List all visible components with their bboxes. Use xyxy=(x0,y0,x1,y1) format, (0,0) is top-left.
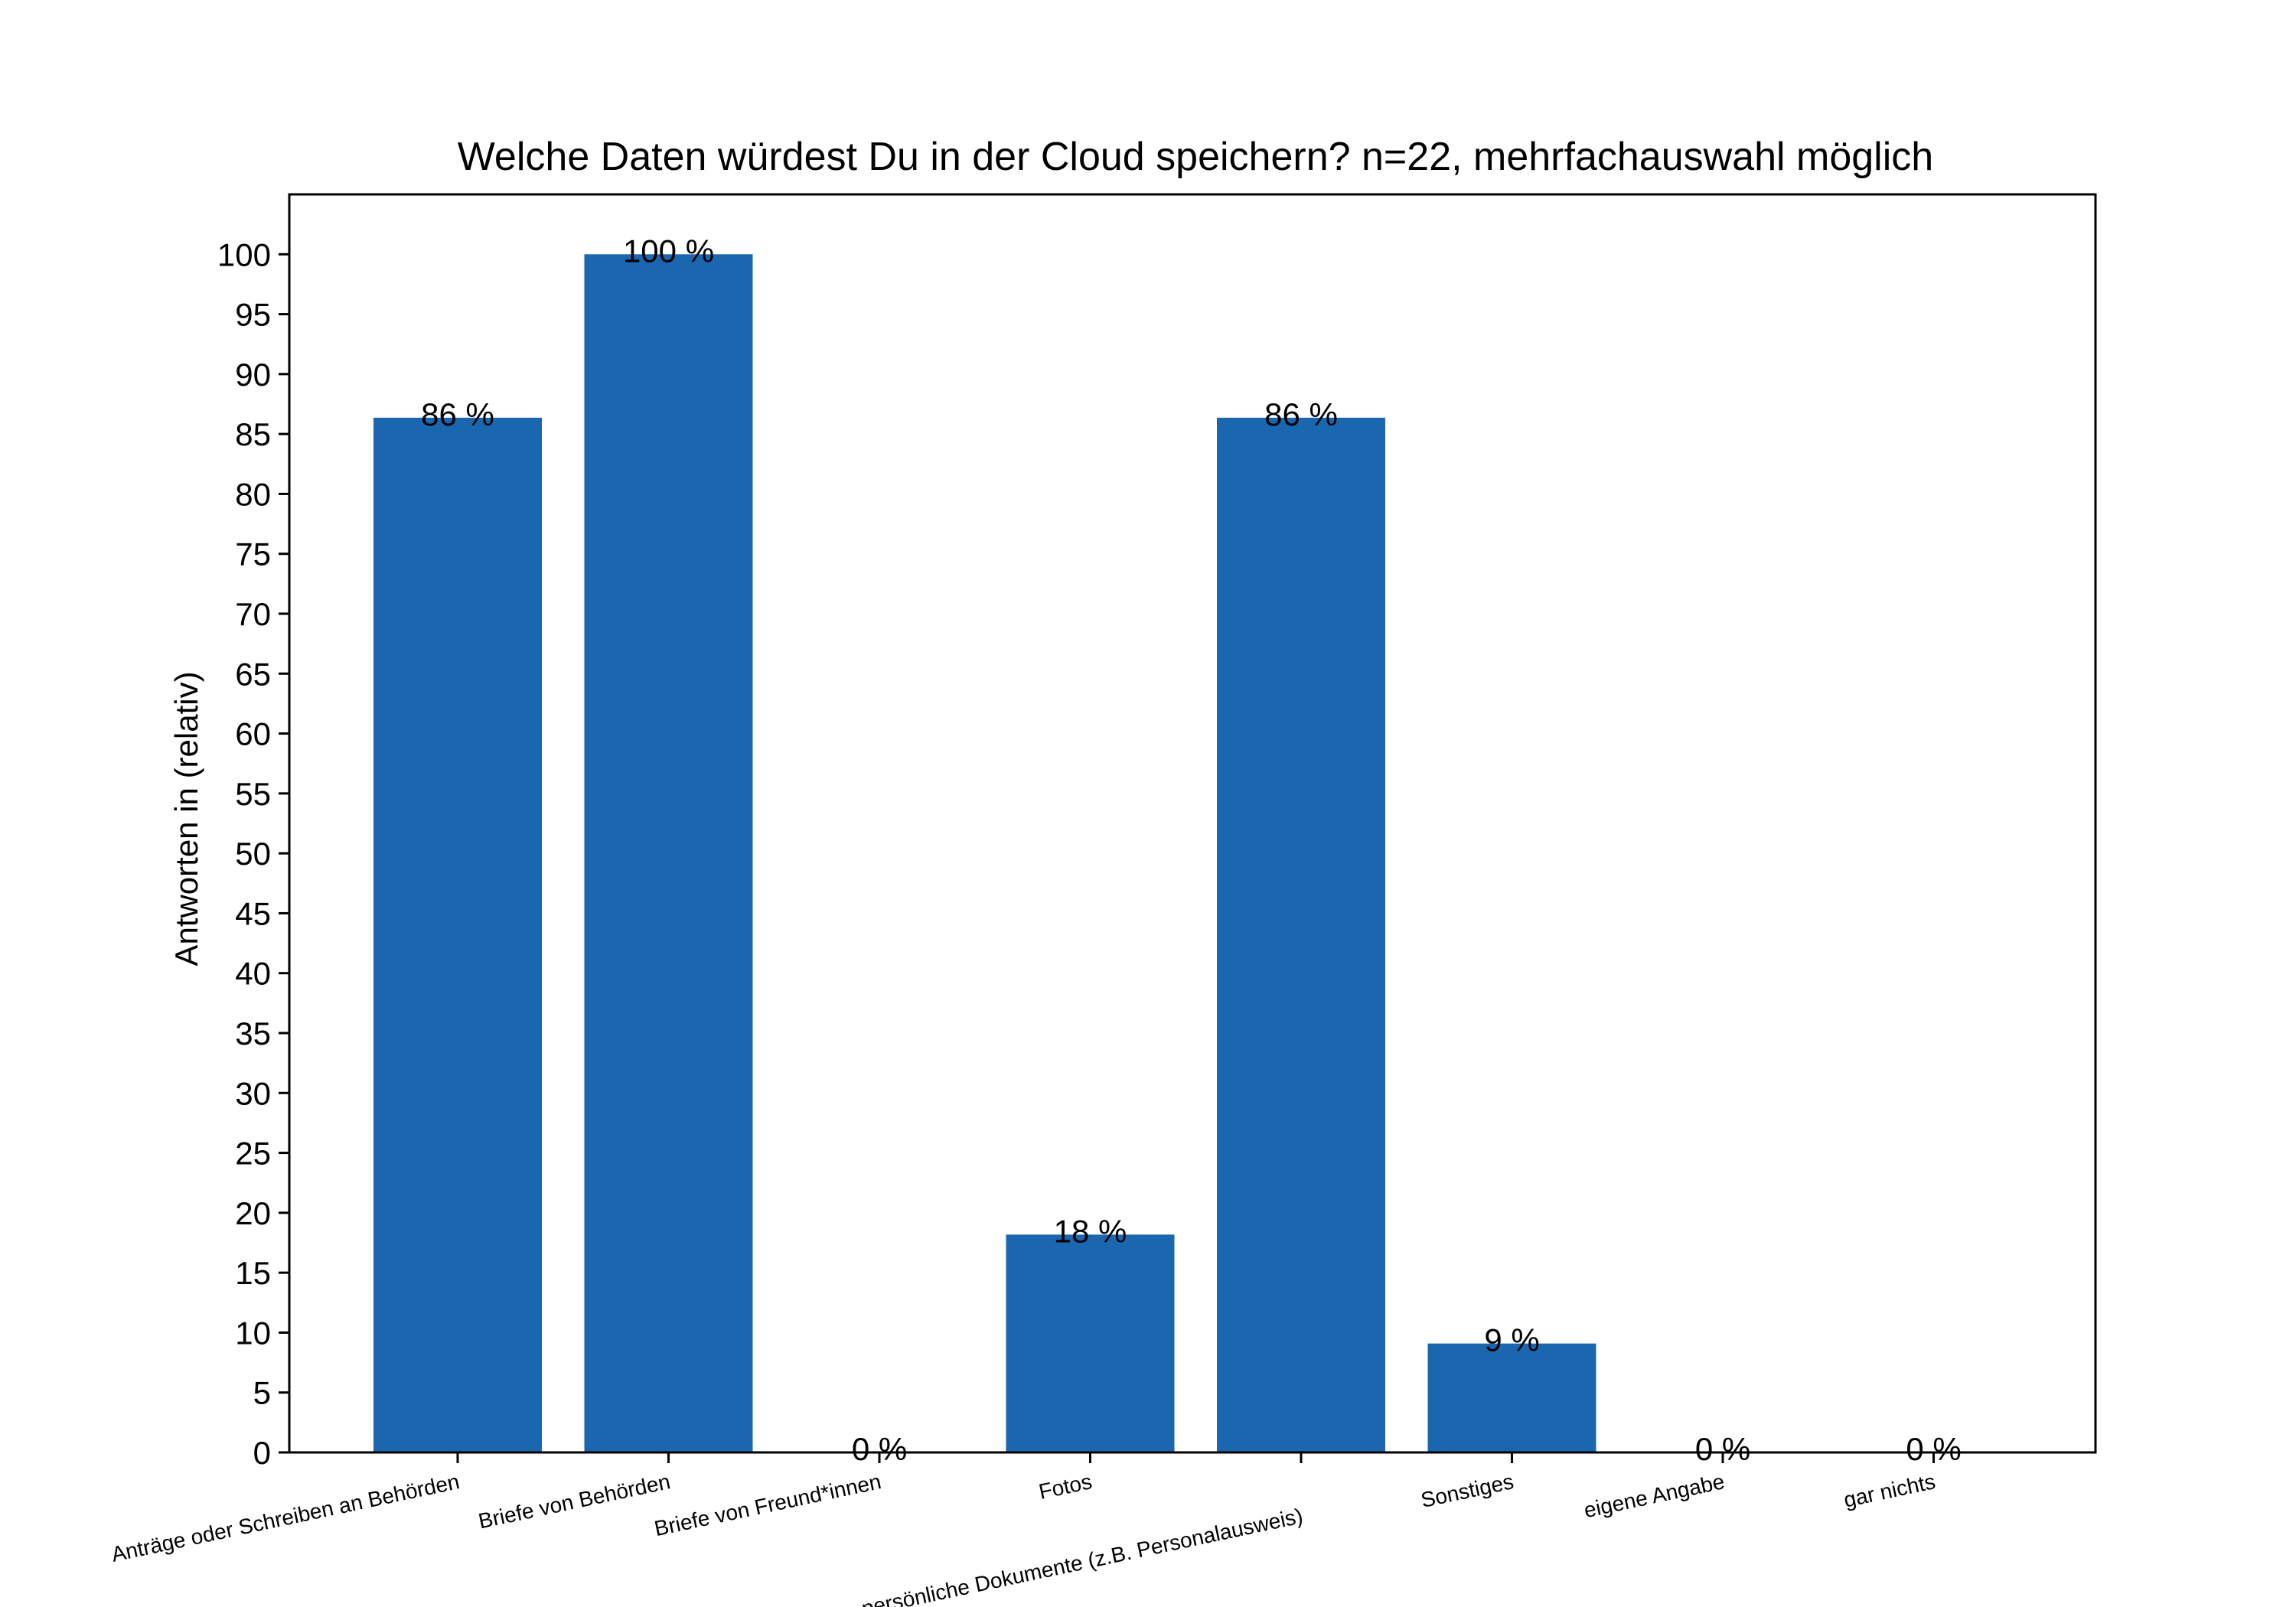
y-axis: 0 5 10 15 20 25 30 35 40 45 50 55 60 65 70 75 80 85 90 95 10… xyxy=(217,236,289,1471)
y-tick-label: 15 xyxy=(235,1255,271,1291)
y-tick-label: 45 xyxy=(235,895,271,931)
y-tick-label: 5 xyxy=(253,1375,271,1411)
y-tick-label: 20 xyxy=(235,1195,271,1231)
bar-value-label: 100 % xyxy=(623,233,714,269)
bar xyxy=(584,254,753,1453)
y-tick-label: 95 xyxy=(235,297,271,333)
y-tick-label: 10 xyxy=(235,1315,271,1351)
y-tick-label: 25 xyxy=(235,1136,271,1172)
y-tick-label: 90 xyxy=(235,357,271,393)
y-tick-label: 75 xyxy=(235,536,271,572)
y-tick-label: 85 xyxy=(235,416,271,452)
bar xyxy=(1006,1234,1175,1452)
y-tick-label: 30 xyxy=(235,1075,271,1111)
plot-frame xyxy=(288,193,2097,1454)
bar xyxy=(373,417,542,1452)
y-tick-label: 100 xyxy=(217,236,271,272)
y-tick-label: 55 xyxy=(235,776,271,812)
bar xyxy=(1217,417,1385,1452)
bars xyxy=(373,254,1596,1453)
y-tick-label: 65 xyxy=(235,656,271,692)
bar xyxy=(1427,1343,1596,1452)
y-tick-label: 50 xyxy=(235,836,271,872)
bar-value-label: 86 % xyxy=(1264,396,1338,432)
bar-value-label: 9 % xyxy=(1484,1322,1539,1358)
y-tick-label: 60 xyxy=(235,716,271,752)
chart-title: Welche Daten würdest Du in der Cloud spe… xyxy=(458,135,1933,179)
bar-value-label: 86 % xyxy=(421,396,494,432)
bar-value-label: 18 % xyxy=(1054,1213,1127,1249)
y-axis-label: Antworten in (relativ) xyxy=(168,671,204,966)
y-tick-label: 40 xyxy=(235,956,271,992)
y-tick-label: 70 xyxy=(235,596,271,632)
y-tick-label: 0 xyxy=(253,1435,271,1471)
y-tick-label: 80 xyxy=(235,476,271,512)
y-tick-label: 35 xyxy=(235,1015,271,1051)
